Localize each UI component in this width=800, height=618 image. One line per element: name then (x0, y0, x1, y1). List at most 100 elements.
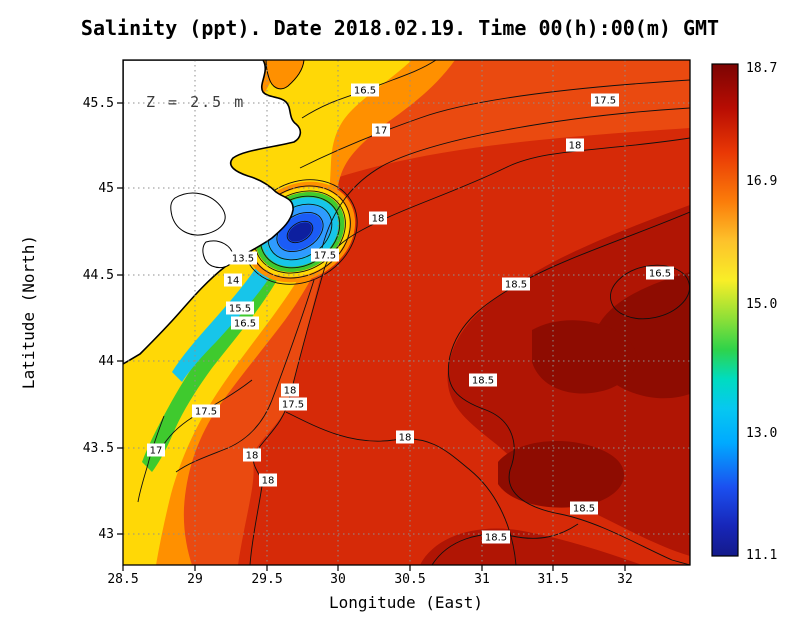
colorbar-gradient (711, 63, 739, 557)
contour-label-bg (279, 397, 307, 411)
y-tick-label: 45 (98, 181, 114, 196)
contour-label: 17.5 (279, 397, 307, 411)
y-tick-label: 43.5 (83, 441, 114, 456)
x-axis-ticks: 28.5 29 29.5 30 30.5 31 31.5 32 (107, 572, 632, 587)
contour-label-text: 15.5 (229, 304, 251, 315)
map-plot-area: 16.5 17.5 17 18 18 17.5 13.5 14 15.5 16.… (123, 60, 690, 565)
contour-label: 17.5 (591, 93, 619, 107)
contour-label: 18.5 (570, 501, 598, 515)
x-tick-label: 29.5 (251, 572, 282, 587)
coastal-band-green (142, 192, 312, 472)
colorbar-tick-label: 18.7 (746, 61, 777, 76)
x-tick-label: 31.5 (537, 572, 568, 587)
contour-label-bg (226, 301, 254, 315)
contour-label: 16.5 (231, 316, 259, 330)
contour-label: 18 (396, 430, 414, 444)
contour-label-text: 18.5 (505, 280, 527, 291)
contour-label: 13.5 (229, 251, 257, 265)
contour-label: 18.5 (469, 373, 497, 387)
contour-label-text: 18 (569, 141, 582, 152)
contour-label: 18 (281, 383, 299, 397)
contour-label: 17.5 (311, 248, 339, 262)
contour-label: 18.5 (482, 530, 510, 544)
contour-label-bg (372, 123, 390, 137)
colorbar-tick-label: 11.1 (746, 548, 777, 563)
contour-label-bg (192, 404, 220, 418)
plume-core-navy (288, 222, 312, 242)
contour-label: 18 (243, 448, 261, 462)
contour-label-bg (147, 443, 165, 457)
contour-label-text: 16.5 (354, 86, 376, 97)
contour-label: 16.5 (646, 266, 674, 280)
contour-label: 17 (147, 443, 165, 457)
contour-label-text: 17.5 (195, 407, 217, 418)
contour-label-text: 16.5 (234, 319, 256, 330)
contour-label-text: 18 (399, 433, 412, 444)
contour-line (299, 79, 690, 169)
coastal-lagoon-outline (202, 240, 234, 269)
contour-label: 16.5 (351, 83, 379, 97)
contour-label-text: 17.5 (594, 96, 616, 107)
contour-label-bg (224, 273, 242, 287)
y-axis-title: Latitude (North) (19, 235, 38, 389)
contour-ring (286, 220, 314, 244)
contour-label-text: 18 (262, 476, 275, 487)
y-tick-label: 44.5 (83, 268, 114, 283)
y-tick-label: 45.5 (83, 96, 114, 111)
contour-label-bg (369, 211, 387, 225)
colorbar-tick-label: 13.0 (746, 426, 777, 441)
y-tick-marks (117, 102, 123, 535)
y-tick-label: 43 (98, 527, 114, 542)
contour-label: 18 (566, 138, 584, 152)
contour-label: 14 (224, 273, 242, 287)
contour-label-text: 18.5 (573, 504, 595, 515)
x-axis-title: Longitude (East) (329, 593, 483, 612)
contour-label-text: 17 (375, 126, 388, 137)
figure-title: Salinity (ppt). Date 2018.02.19. Time 00… (81, 16, 719, 40)
colorbar-tick-label: 15.0 (746, 297, 777, 312)
contour-label-bg (566, 138, 584, 152)
contour-line (321, 107, 690, 249)
contour-label-text: 18.5 (485, 533, 507, 544)
field-region-18p5-south (420, 528, 642, 565)
contour-label-bg (502, 277, 530, 291)
contour-label-bg (591, 93, 619, 107)
colorbar: 18.7 16.9 15.0 13.0 11.1 (711, 61, 777, 563)
y-axis-ticks: 45.5 45 44.5 44 43.5 43 (83, 96, 114, 542)
contour-line (431, 523, 579, 565)
contour-line (137, 415, 165, 503)
x-tick-label: 29 (187, 572, 203, 587)
contour-label-text: 18 (246, 451, 259, 462)
colorbar-tick-label: 16.9 (746, 174, 777, 189)
contour-label: 17.5 (192, 404, 220, 418)
contour-label: 18 (259, 473, 277, 487)
contour-label-bg (482, 530, 510, 544)
contour-label-bg (396, 430, 414, 444)
contour-ring (610, 264, 690, 320)
contour-label-text: 14 (227, 276, 240, 287)
contour-label-text: 13.5 (232, 254, 254, 265)
x-tick-marks (122, 565, 626, 571)
contour-label: 18 (369, 211, 387, 225)
contour-label-text: 17.5 (314, 251, 336, 262)
contour-label-text: 18 (372, 214, 385, 225)
depth-annotation: Z = 2.5 m (146, 93, 245, 111)
contour-label-bg (281, 383, 299, 397)
x-tick-label: 30.5 (394, 572, 425, 587)
contour-label-bg (469, 373, 497, 387)
x-tick-label: 28.5 (107, 572, 138, 587)
contour-label-text: 18 (284, 386, 297, 397)
contour-label-bg (259, 473, 277, 487)
estuary-lagoon (265, 60, 305, 90)
contour-label-bg (570, 501, 598, 515)
contour-label-bg (231, 316, 259, 330)
plot-border (122, 59, 691, 566)
field-region-max2 (498, 440, 625, 508)
contour-label-text: 16.5 (649, 269, 671, 280)
coastal-lagoon-outline (170, 192, 226, 236)
contour-label: 18.5 (502, 277, 530, 291)
x-tick-label: 32 (617, 572, 633, 587)
contour-label-bg (646, 266, 674, 280)
contour-line (285, 411, 517, 565)
